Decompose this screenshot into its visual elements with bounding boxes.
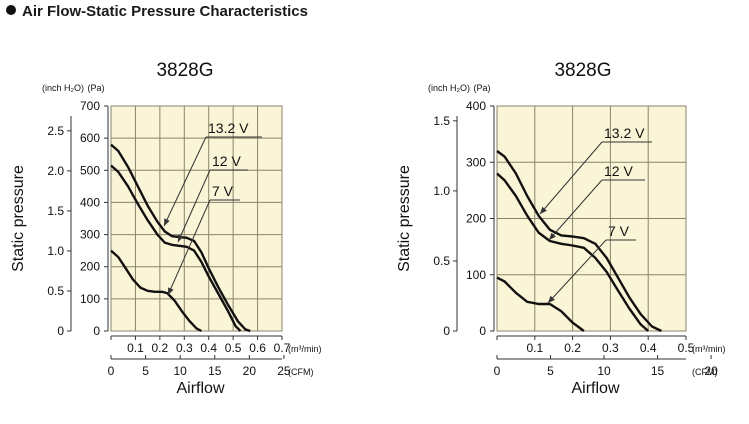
- y-tick-label-primary: 200: [466, 212, 486, 226]
- annotation-leader: [177, 169, 211, 243]
- y-tick-label-primary: 300: [80, 228, 100, 242]
- y-tick-label-primary: 400: [80, 195, 100, 209]
- plot-area: [110, 105, 283, 332]
- annotation-leader: [547, 239, 607, 304]
- y-axis-title: Static pressure: [10, 165, 27, 272]
- annotation-leader: [539, 141, 603, 215]
- x-tick-label-secondary: 5: [547, 364, 554, 378]
- x-tick-label-primary: 0.2: [564, 341, 581, 355]
- y-tick-label-primary: 600: [80, 131, 100, 145]
- y-tick-label-secondary: 1.5: [47, 204, 64, 218]
- annotation-label: 12 V: [604, 163, 633, 179]
- y-axis-title: Static pressure: [396, 165, 413, 272]
- series-line-2: [496, 172, 649, 332]
- x-unit-primary: (m³/min): [692, 344, 726, 354]
- page-heading-text: Air Flow-Static Pressure Characteristics: [22, 3, 308, 20]
- annotation-arrowhead: [164, 218, 170, 226]
- x-tick-label-secondary: 15: [651, 364, 665, 378]
- x-unit-secondary: (CFM): [288, 367, 314, 377]
- x-tick-label-primary: 0.3: [176, 341, 193, 355]
- x-tick-label-secondary: 5: [142, 364, 149, 378]
- y-tick-label-primary: 100: [80, 292, 100, 306]
- series-line-3: [110, 249, 202, 333]
- x-tick-label-secondary: 0: [108, 364, 115, 378]
- annotation-arrowhead: [540, 206, 547, 214]
- x-tick-label-primary: 0.1: [127, 341, 144, 355]
- x-tick-label-primary: 0.1: [526, 341, 543, 355]
- x-axis-title: Airflow: [571, 380, 619, 397]
- x-tick-label-primary: 0.6: [249, 341, 266, 355]
- y-tick-label-secondary: 0: [443, 324, 450, 338]
- y-tick-label-primary: 0: [479, 324, 486, 338]
- annotation-arrowhead: [548, 295, 555, 303]
- y-tick-label-secondary: 2.5: [47, 124, 64, 138]
- series-line-1: [110, 143, 251, 333]
- y-tick-label-secondary: 1.0: [47, 244, 64, 258]
- series-line-1: [496, 150, 662, 333]
- page-heading: Air Flow-Static Pressure Characteristics: [6, 3, 308, 20]
- bullet-icon: [6, 5, 16, 15]
- x-axis-title: Airflow: [176, 380, 224, 397]
- y-tick-label-primary: 300: [466, 155, 486, 169]
- annotation-arrowhead: [178, 234, 184, 242]
- annotation-label: 7 V: [212, 183, 234, 199]
- x-tick-label-primary: 0.5: [225, 341, 242, 355]
- y-tick-label-secondary: 0.5: [433, 254, 450, 268]
- y-tick-label-primary: 0: [93, 324, 100, 338]
- y-unit-primary: (Pa): [87, 83, 104, 93]
- y-tick-label-secondary: 2.0: [47, 164, 64, 178]
- series-line-3: [496, 276, 585, 332]
- y-tick-label-secondary: 1.0: [433, 184, 450, 198]
- y-unit-primary: (Pa): [473, 83, 490, 93]
- series-line-2: [110, 164, 242, 332]
- annotation-leader: [167, 199, 211, 296]
- x-tick-label-secondary: 10: [597, 364, 611, 378]
- x-tick-label-primary: 0.3: [602, 341, 619, 355]
- x-tick-label-secondary: 20: [243, 364, 257, 378]
- y-tick-label-primary: 200: [80, 260, 100, 274]
- annotation-arrowhead: [549, 232, 556, 240]
- annotation-label: 13.2 V: [604, 125, 645, 141]
- y-unit-secondary: (inch H₂O): [42, 83, 84, 93]
- y-tick-label-primary: 400: [466, 99, 486, 113]
- y-unit-secondary: (inch H₂O): [428, 83, 470, 93]
- x-tick-label-primary: 0.2: [152, 341, 169, 355]
- chart-1: 3828G0100200300400500600700(Pa)00.51.01.…: [10, 60, 322, 397]
- y-tick-label-secondary: 0: [57, 324, 64, 338]
- x-tick-label-secondary: 25: [277, 364, 291, 378]
- y-tick-label-primary: 700: [80, 99, 100, 113]
- annotation-label: 12 V: [212, 153, 241, 169]
- x-tick-label-secondary: 15: [208, 364, 222, 378]
- x-tick-label-primary: 0.4: [640, 341, 657, 355]
- x-tick-label-primary: 0.5: [678, 341, 695, 355]
- x-tick-label-secondary: 20: [704, 364, 718, 378]
- x-tick-label-primary: 0.7: [274, 341, 291, 355]
- chart-title: 3828G: [156, 60, 213, 81]
- x-unit-primary: (m³/min): [288, 344, 322, 354]
- y-tick-label-primary: 100: [466, 268, 486, 282]
- y-tick-label-secondary: 1.5: [433, 114, 450, 128]
- annotation-label: 13.2 V: [208, 120, 249, 136]
- x-tick-label-secondary: 10: [173, 364, 187, 378]
- x-unit-secondary: (CFM): [692, 367, 718, 377]
- x-tick-label-secondary: 0: [494, 364, 501, 378]
- y-tick-label-primary: 500: [80, 163, 100, 177]
- x-tick-label-primary: 0.4: [200, 341, 217, 355]
- annotation-leader: [548, 179, 603, 241]
- y-tick-label-secondary: 0.5: [47, 284, 64, 298]
- annotation-leader: [163, 136, 207, 227]
- chart-title: 3828G: [554, 60, 611, 81]
- annotation-label: 7 V: [608, 223, 630, 239]
- annotation-arrowhead: [168, 287, 174, 295]
